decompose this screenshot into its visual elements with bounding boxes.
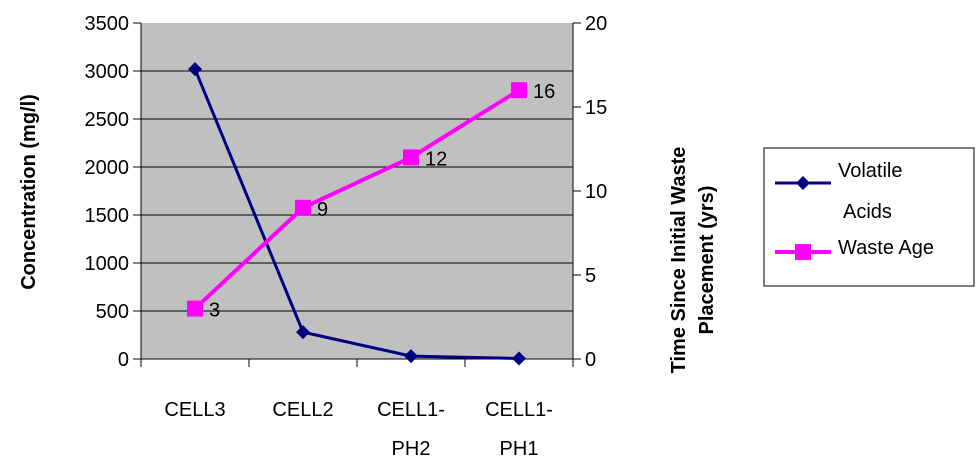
series-0-point-2: [404, 349, 418, 364]
x-tick-label-2-1: PH2: [392, 438, 431, 460]
y2-tick-label-15: 15: [585, 97, 607, 119]
series-1-point-3: [511, 82, 527, 99]
x-tick-label-0-0: CELL3: [164, 399, 225, 421]
series-line-0: [193, 68, 520, 361]
legend-label-volatile-acids-line-1: Volatile: [838, 160, 903, 182]
legend-box: [763, 147, 975, 287]
legend: Volatile Acids Waste Age: [763, 147, 975, 287]
y-tick-label-500: 500: [96, 301, 129, 323]
plot-area: [141, 23, 573, 359]
series-1-data-label-2: 12: [425, 148, 447, 170]
legend-marker-waste-age: [795, 244, 811, 260]
x-tick-label-2-0: CELL1-: [377, 399, 445, 421]
y2-axis-title-line-1: Time Since Initial Waste: [668, 147, 690, 374]
legend-label-waste-age: Waste Age: [838, 237, 934, 259]
category-axis-ticks: CELL3 CELL2 CELL1- PH2 CELL1- PH1: [140, 359, 574, 460]
left-axis-ticks: 0 500 1000 1500 2000 2500 3000 3500: [85, 13, 141, 371]
y2-tick-label-20: 20: [585, 13, 607, 35]
y2-tick-label-5: 5: [585, 265, 596, 287]
series-0-point-3: [512, 351, 526, 366]
series-1-point-2: [403, 149, 419, 166]
y2-tick-label-10: 10: [585, 181, 607, 203]
series-layer: 3 9 12 16: [187, 62, 555, 366]
series-0-point-1: [296, 325, 310, 340]
series-1-data-label-1: 9: [317, 199, 328, 221]
y-tick-label-1500: 1500: [85, 205, 130, 227]
y-tick-label-1000: 1000: [85, 253, 130, 275]
gridlines: [141, 70, 573, 312]
series-0-point-0: [188, 62, 202, 77]
legend-marker-volatile-acids: [796, 176, 810, 190]
y-axis-title: Concentration (mg/l): [18, 94, 40, 290]
series-line-1: [193, 88, 521, 311]
right-axis-ticks: 0 5 10 15 20: [573, 13, 607, 371]
y2-axis-title-line-2: Placement (yrs): [696, 186, 718, 335]
x-tick-label-3-0: CELL1-: [485, 399, 553, 421]
x-tick-label-1-0: CELL2: [272, 399, 333, 421]
series-1-point-0: [187, 300, 203, 317]
y-tick-label-2500: 2500: [85, 109, 130, 131]
y-tick-label-2000: 2000: [85, 157, 130, 179]
y2-tick-label-0: 0: [585, 349, 596, 371]
series-1-point-1: [295, 199, 311, 216]
series-1-data-label-3: 16: [533, 81, 555, 103]
y-tick-label-3500: 3500: [85, 13, 130, 35]
x-tick-label-3-1: PH1: [500, 438, 539, 460]
y-tick-label-0: 0: [118, 349, 129, 371]
legend-label-volatile-acids-line-2: Acids: [843, 201, 892, 223]
series-1-data-label-0: 3: [209, 300, 220, 322]
y-tick-label-3000: 3000: [85, 61, 130, 83]
